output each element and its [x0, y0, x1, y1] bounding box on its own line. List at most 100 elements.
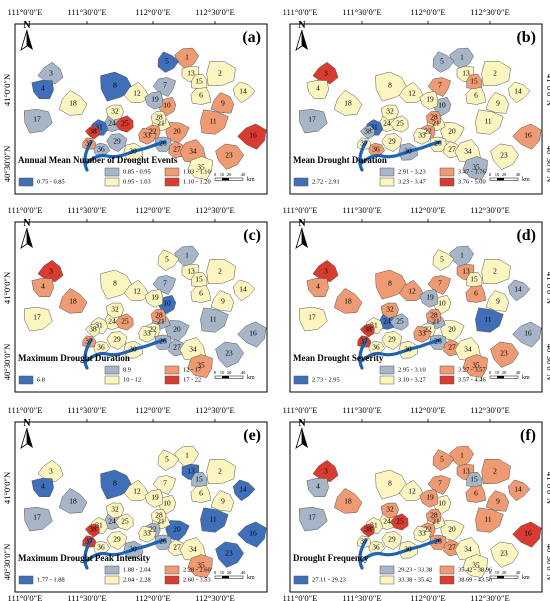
legend-label: 38.69 - 43.56 [458, 576, 492, 583]
subbasin-35 [187, 354, 213, 378]
subbasin-label: 12 [408, 89, 416, 98]
subbasin-label: 1 [460, 451, 464, 460]
subbasin-label: 23 [225, 549, 233, 558]
subbasin-label: 9 [221, 297, 225, 306]
subbasin-4 [31, 80, 54, 100]
subbasin-label: 32 [111, 107, 119, 116]
subbasin-3 [312, 259, 339, 283]
scale-tick-label: 0 [489, 570, 492, 575]
subbasin-label: 9 [221, 497, 225, 506]
legend-label: 2.95 - 3.10 [398, 366, 426, 373]
scale-tick-label: 40 [241, 172, 246, 177]
subbasin-label: 1 [185, 251, 189, 260]
legend-swatch [293, 575, 309, 585]
subbasin-label: 12 [133, 487, 141, 496]
subbasin-label: 7 [163, 81, 167, 90]
subbasin-label: 4 [41, 84, 45, 93]
panel-letter: (a) [242, 29, 261, 46]
subbasin-16 [512, 521, 542, 548]
subbasin-33 [138, 127, 157, 145]
subbasin-label: 8 [113, 81, 117, 90]
subbasin-label: 37 [360, 537, 368, 546]
subbasin-2 [206, 259, 236, 285]
subbasin-label: 32 [111, 305, 119, 314]
scale-tick-label: 10 [495, 370, 500, 375]
legend-swatch [18, 575, 34, 585]
subbasin-label: 35 [197, 361, 205, 370]
subbasin-label: 35 [472, 361, 480, 370]
subbasin-label: 17 [33, 115, 41, 124]
subbasin-11 [200, 507, 229, 533]
subbasin-label: 21 [432, 119, 440, 128]
scale-unit: km [522, 575, 530, 581]
legend-swatch [439, 375, 455, 385]
subbasin-label: 38 [89, 325, 97, 334]
river-line [83, 338, 167, 364]
subbasin-label: 12 [133, 287, 141, 296]
scale-tick-label: 40 [241, 370, 246, 375]
subbasin-label: 19 [426, 493, 434, 502]
subbasin-19 [144, 289, 163, 308]
subbasin-label: 36 [372, 145, 380, 154]
scale-tick-label: 40 [516, 370, 521, 375]
subbasin-label: 20 [448, 325, 456, 334]
subbasin-label: 11 [209, 515, 216, 524]
legend-swatch [439, 365, 455, 375]
subbasin-label: 36 [372, 543, 380, 552]
subbasin-label: 31 [95, 123, 103, 132]
lon-tick-top: 111°30′0″E [67, 205, 106, 215]
legend-label: 10 - 12 [123, 376, 141, 383]
subbasin-33 [413, 525, 432, 543]
subbasin-17 [298, 108, 328, 134]
subbasin-label: 13 [187, 69, 195, 78]
scale-bar-fill [497, 178, 504, 181]
river-line [358, 538, 442, 564]
subbasin-15 [191, 73, 208, 89]
lon-tick-top: 112°30′0″E [470, 7, 510, 17]
legend-swatch [104, 565, 120, 575]
subbasin-17 [23, 506, 53, 532]
north-arrow-half [295, 427, 303, 449]
map-svg: 111°0′0″E 111°30′0″E 112°0′0″E 112°30′0″E12… [283, 7, 550, 195]
subbasin-label: 10 [438, 499, 446, 508]
subbasin-16 [512, 321, 542, 348]
legend-label: 2.60 - 3.53 [183, 576, 211, 583]
scale-tick-label: 0 [214, 370, 217, 375]
subbasin-label: 24 [383, 317, 391, 326]
lat-tick-right: 40°30′0″N [545, 146, 550, 183]
subbasin-label: 33 [418, 131, 426, 140]
subbasin-9 [210, 290, 235, 312]
legend-swatch [164, 365, 180, 375]
subbasin-label: 11 [484, 515, 491, 524]
subbasin-label: 34 [464, 147, 472, 156]
scale-bar-fill [497, 376, 504, 379]
legend-swatch [379, 565, 395, 575]
subbasin-label: 10 [163, 299, 171, 308]
legend-label: 0.95 - 1.03 [123, 178, 151, 185]
legend-label: 3.23 - 3.47 [398, 178, 426, 185]
river-branch [83, 538, 93, 570]
subbasin-label: 2 [218, 267, 222, 276]
legend-label: 12 - 17 [183, 366, 202, 373]
subbasin-label: 28 [155, 511, 163, 520]
subbasin-label: 8 [388, 479, 392, 488]
lon-tick-top: 111°0′0″E [8, 405, 43, 415]
subbasin-label: 31 [370, 321, 378, 330]
subbasin-25 [114, 115, 134, 133]
subbasin-label: 21 [432, 317, 440, 326]
subbasin-label: 26 [159, 537, 167, 546]
river-line [358, 140, 442, 166]
map-svg: 111°0′0″E 111°30′0″E 112°0′0″E 112°30′0″E12… [283, 405, 550, 601]
river-line [83, 140, 167, 166]
subbasin-5 [157, 249, 180, 271]
subbasin-28 [426, 111, 442, 126]
north-arrow-half [20, 427, 28, 449]
subbasin-label: 22 [424, 325, 432, 334]
subbasin-label: 14 [239, 485, 247, 494]
north-arrow-half [20, 227, 28, 249]
subbasin-label: 33 [143, 529, 151, 538]
lat-tick-right: 40°30′0″N [545, 344, 550, 381]
lat-tick-right: 40°30′0″N [545, 544, 550, 581]
